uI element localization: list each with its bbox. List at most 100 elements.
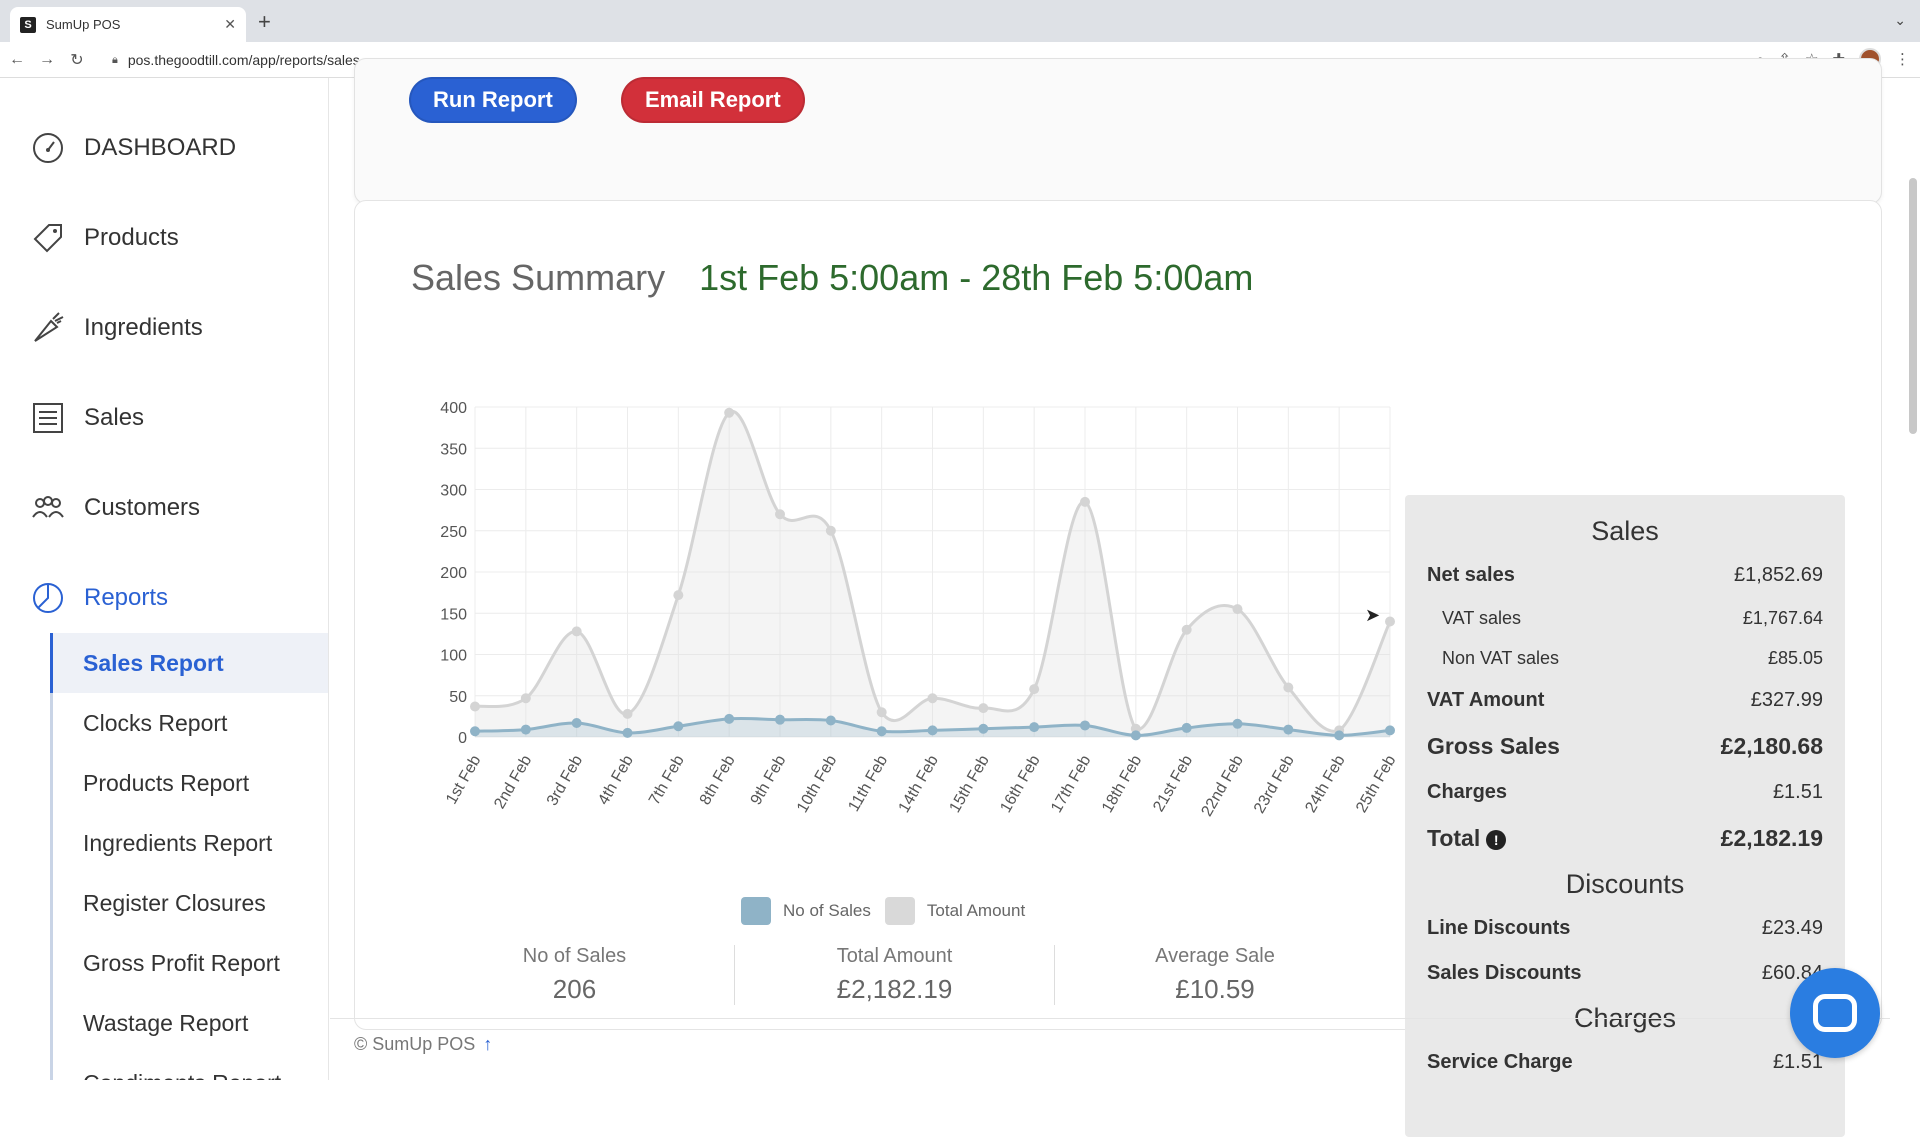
page-scrollbar[interactable] bbox=[1906, 78, 1920, 1080]
y-tick-label: 400 bbox=[440, 400, 467, 417]
x-tick-label: 1st Feb bbox=[443, 752, 484, 807]
row-label: VAT sales bbox=[1442, 607, 1522, 628]
submenu-ingredients-report[interactable]: Ingredients Report bbox=[83, 829, 273, 856]
y-tick-label: 100 bbox=[440, 648, 467, 665]
run-report-button[interactable]: Run Report bbox=[409, 77, 577, 123]
report-actions-panel: Run Report Email Report bbox=[354, 58, 1882, 204]
service-charge-row: Service Charge £1.51 bbox=[1427, 1040, 1823, 1085]
data-point bbox=[927, 693, 938, 704]
vat-amount-row: VAT Amount £327.99 bbox=[1427, 678, 1823, 723]
chat-bubble-icon bbox=[1813, 994, 1857, 1032]
browser-tab[interactable]: S SumUp POS ✕ bbox=[10, 7, 246, 42]
sidebar-item-dashboard[interactable]: DASHBOARD bbox=[30, 130, 236, 166]
y-tick-label: 50 bbox=[449, 689, 467, 706]
submenu-register-closures[interactable]: Register Closures bbox=[83, 889, 266, 916]
stat-value: £10.59 bbox=[1175, 974, 1255, 1004]
sidebar-item-label: Customers bbox=[84, 494, 201, 521]
kebab-menu-icon[interactable]: ⋮ bbox=[1895, 51, 1910, 68]
x-tick-label: 25th Feb bbox=[1353, 752, 1399, 815]
x-tick-label: 21st Feb bbox=[1150, 752, 1196, 815]
tab-title: SumUp POS bbox=[46, 17, 121, 32]
data-point bbox=[520, 724, 531, 735]
x-tick-label: 18th Feb bbox=[1099, 752, 1145, 815]
footer-divider bbox=[330, 1018, 1890, 1019]
sidebar-item-reports[interactable]: Reports bbox=[30, 580, 168, 616]
data-point bbox=[876, 726, 887, 737]
close-icon[interactable]: ✕ bbox=[224, 16, 236, 32]
data-point bbox=[825, 525, 836, 536]
x-tick-label: 23rd Feb bbox=[1251, 752, 1298, 816]
sidebar-item-sales[interactable]: Sales bbox=[30, 400, 144, 436]
row-label: Sales Discounts bbox=[1427, 962, 1582, 984]
x-tick-label: 9th Feb bbox=[748, 752, 790, 808]
chevron-down-icon[interactable]: ⌄ bbox=[1894, 12, 1906, 28]
main-content: Run Report Email Report Sales Summary 1st… bbox=[330, 58, 1890, 1137]
sidebar-item-customers[interactable]: Customers bbox=[30, 490, 200, 526]
sidebar-item-ingredients[interactable]: Ingredients bbox=[30, 310, 203, 346]
series-line-total-amount bbox=[474, 410, 1392, 733]
arrow-up-icon[interactable]: ↑ bbox=[483, 1034, 493, 1054]
chart-legend: No of Sales Total Amount bbox=[741, 897, 1039, 925]
submenu-sales-report[interactable]: Sales Report bbox=[50, 633, 328, 693]
line-discounts-row: Line Discounts £23.49 bbox=[1427, 906, 1823, 951]
new-tab-plus-icon[interactable]: + bbox=[258, 9, 271, 34]
row-value: £1.51 bbox=[1772, 1051, 1823, 1073]
submenu-gross-profit-report[interactable]: Gross Profit Report bbox=[83, 949, 280, 976]
address-bar[interactable]: 🔒︎ pos.thegoodtill.com/app/reports/sales bbox=[112, 46, 1752, 74]
chat-support-button[interactable] bbox=[1790, 968, 1880, 1058]
data-point bbox=[978, 723, 989, 734]
sales-discounts-row: Sales Discounts £60.84 bbox=[1427, 951, 1823, 996]
submenu-products-report[interactable]: Products Report bbox=[83, 769, 250, 796]
submenu-condiments-report[interactable]: Condiments Report bbox=[53, 1053, 328, 1081]
mouse-cursor-icon: ➤ bbox=[1365, 605, 1381, 625]
data-point bbox=[724, 407, 735, 418]
sidebar-item-label: Sales bbox=[84, 404, 145, 431]
data-point bbox=[622, 708, 633, 719]
summary-heading: Sales Summary 1st Feb 5:00am - 28th Feb 5… bbox=[411, 257, 1253, 299]
y-tick-label: 200 bbox=[440, 565, 467, 582]
data-point bbox=[927, 725, 938, 736]
data-point bbox=[520, 693, 531, 704]
charges-row: Charges £1.51 bbox=[1427, 770, 1823, 815]
footer: © SumUp POS ↑ bbox=[354, 1034, 492, 1055]
non-vat-sales-row: Non VAT sales £85.05 bbox=[1427, 638, 1823, 678]
summary-stats: No of Sales 206 Total Amount £2,182.19 A… bbox=[415, 945, 1375, 1005]
data-point bbox=[1385, 725, 1395, 736]
x-tick-label: 17th Feb bbox=[1048, 752, 1094, 815]
info-icon[interactable]: ! bbox=[1486, 829, 1507, 850]
url-text: pos.thegoodtill.com/app/reports/sales bbox=[127, 52, 360, 68]
data-point bbox=[622, 727, 633, 738]
x-tick-label: 15th Feb bbox=[946, 752, 992, 815]
row-value: £1.51 bbox=[1772, 781, 1823, 803]
submenu-clocks-report[interactable]: Clocks Report bbox=[83, 709, 228, 736]
data-point bbox=[470, 701, 480, 712]
row-label: VAT Amount bbox=[1427, 689, 1545, 711]
forward-arrow-icon[interactable]: → bbox=[39, 50, 55, 68]
legend-item-total-amount[interactable]: Total Amount bbox=[884, 897, 1025, 925]
y-tick-label: 0 bbox=[458, 730, 467, 747]
data-point bbox=[673, 721, 684, 732]
reload-icon[interactable]: ↻ bbox=[70, 51, 84, 69]
data-point bbox=[673, 590, 684, 601]
row-value: £1,852.69 bbox=[1734, 564, 1823, 586]
pie-chart-icon bbox=[30, 580, 66, 616]
data-point bbox=[1385, 616, 1395, 627]
back-arrow-icon[interactable]: ← bbox=[9, 50, 25, 68]
data-point bbox=[876, 707, 887, 718]
submenu-wastage-report[interactable]: Wastage Report bbox=[83, 1009, 249, 1036]
stat-label: Average Sale bbox=[1155, 945, 1275, 967]
lock-icon: 🔒︎ bbox=[112, 53, 118, 66]
total-row: Total! £2,182.19 bbox=[1427, 815, 1823, 862]
sidebar-item-products[interactable]: Products bbox=[30, 220, 179, 256]
data-point bbox=[1181, 722, 1192, 733]
summary-title: Sales Summary bbox=[411, 257, 666, 298]
row-value: £2,180.68 bbox=[1720, 733, 1823, 759]
email-report-button[interactable]: Email Report bbox=[621, 77, 805, 123]
x-tick-label: 24th Feb bbox=[1302, 752, 1348, 815]
data-point bbox=[1334, 730, 1345, 741]
totals-panel: Sales Net sales £1,852.69 VAT sales £1,767… bbox=[1405, 495, 1845, 1137]
sidebar-item-label: Products bbox=[84, 224, 179, 251]
discounts-heading: Discounts bbox=[1565, 869, 1685, 899]
scrollbar-thumb[interactable] bbox=[1909, 178, 1917, 434]
legend-item-no-of-sales[interactable]: No of Sales bbox=[741, 897, 871, 925]
